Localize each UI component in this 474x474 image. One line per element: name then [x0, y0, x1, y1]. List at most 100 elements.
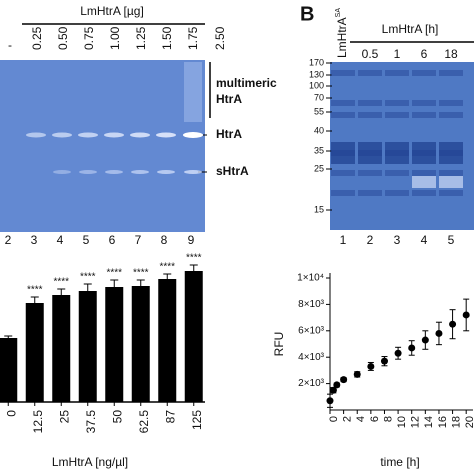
point: [449, 320, 457, 328]
band: [52, 132, 72, 138]
x-tick-label: 18: [450, 416, 462, 428]
band: [156, 132, 176, 138]
band: [358, 100, 382, 106]
lane-number: 5: [83, 233, 90, 247]
band: [412, 142, 436, 164]
band: [412, 100, 436, 106]
point: [340, 376, 348, 384]
lane-number: 7: [135, 233, 142, 247]
y-axis-label: RFU: [272, 332, 286, 357]
lane-number: 4: [57, 233, 64, 247]
band: [26, 132, 46, 138]
band-label: HtrA: [216, 127, 242, 141]
band: [439, 176, 463, 188]
y-tick-label: 8×10³: [298, 299, 325, 310]
band: [331, 190, 355, 196]
band-label: sHtrA: [216, 164, 249, 178]
band: [412, 190, 436, 196]
band: [439, 70, 463, 76]
point: [408, 344, 416, 352]
band: [439, 100, 463, 106]
significance: ****: [27, 285, 43, 296]
x-tick-label: 0: [328, 416, 340, 422]
band: [331, 142, 355, 164]
x-tick-label: 4: [355, 416, 367, 422]
band-label: HtrA: [216, 92, 242, 106]
panel-a-title: LmHtrA [µg]: [80, 4, 144, 18]
lane-label: 0.50: [56, 26, 70, 50]
marker-label: 130: [309, 69, 324, 79]
point: [333, 381, 341, 389]
significance: ****: [80, 272, 96, 283]
point: [435, 329, 443, 337]
band: [412, 176, 436, 188]
bar: [78, 291, 97, 402]
band: [183, 132, 203, 138]
lane-label: 0.25: [30, 26, 44, 50]
x-tick-label: 12.5: [31, 410, 45, 434]
point: [394, 349, 402, 357]
lane-label: 0.5: [362, 47, 379, 61]
x-tick-label: 12: [410, 416, 422, 428]
lane-number: 2: [5, 233, 12, 247]
x-tick-label: 14: [423, 416, 435, 428]
marker-label: 35: [314, 145, 324, 155]
panel-b-title: LmHtrA [h]: [382, 22, 439, 36]
marker-label: 100: [309, 80, 324, 90]
band: [439, 190, 463, 196]
point: [326, 397, 334, 405]
band: [439, 170, 463, 176]
x-tick-label: 62.5: [137, 410, 151, 434]
bar: [0, 338, 18, 402]
band: [157, 170, 175, 174]
lane-number: 1: [340, 233, 347, 247]
band: [385, 190, 409, 196]
band: [105, 170, 123, 174]
marker-label: 70: [314, 92, 324, 102]
lane-label: 1.50: [160, 26, 174, 50]
band: [331, 170, 355, 176]
band: [184, 170, 202, 174]
significance: ****: [106, 268, 122, 279]
y-tick-label: 4×10³: [298, 352, 325, 363]
lane-number: 2: [367, 233, 374, 247]
band: [385, 142, 409, 164]
point: [367, 362, 375, 370]
band: [331, 70, 355, 76]
point: [380, 357, 388, 365]
smear: [184, 62, 202, 122]
band: [439, 142, 463, 164]
bar: [105, 287, 124, 402]
band: [412, 170, 436, 176]
significance: ****: [159, 262, 175, 273]
lane-number: 3: [394, 233, 401, 247]
x-axis-label: LmHtrA [ng/µl]: [52, 455, 128, 469]
y-tick-label: 6×10³: [298, 325, 325, 336]
band: [358, 190, 382, 196]
lane-number: 8: [161, 233, 168, 247]
lane-label: 2.50: [213, 26, 227, 50]
band: [331, 112, 355, 118]
x-tick-label: 6: [369, 416, 381, 422]
lane-label: 1.75: [186, 26, 200, 50]
point: [329, 386, 337, 394]
lane-label: 1.00: [108, 26, 122, 50]
x-tick-label: 25: [57, 410, 71, 424]
bar: [25, 303, 44, 402]
band: [412, 70, 436, 76]
x-tick-label: 8: [382, 416, 394, 422]
lane-number: 3: [31, 233, 38, 247]
lane-label: 1: [394, 47, 401, 61]
significance: ****: [133, 268, 149, 279]
panel-letter: B: [300, 3, 314, 25]
band: [358, 142, 382, 164]
band: [385, 70, 409, 76]
bar: [52, 295, 71, 402]
x-tick-label: 37.5: [84, 410, 98, 434]
band-label: multimeric: [216, 76, 277, 90]
band: [78, 132, 98, 138]
band: [385, 112, 409, 118]
bar: [158, 279, 177, 402]
lane-number: 9: [188, 233, 195, 247]
lane-number: 6: [109, 233, 116, 247]
